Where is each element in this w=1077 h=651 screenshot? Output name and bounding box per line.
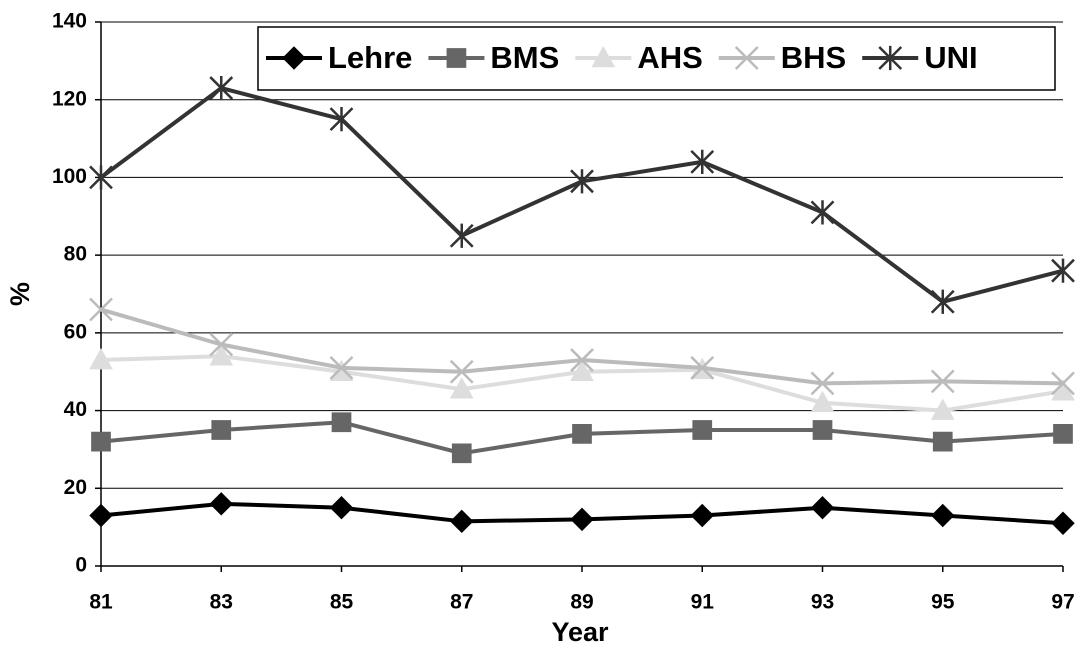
data-point	[89, 503, 113, 528]
data-point	[329, 355, 354, 380]
x-tick-label: 89	[570, 591, 593, 614]
y-tick-label: 40	[64, 398, 87, 421]
data-point	[209, 492, 233, 516]
data-point	[690, 503, 714, 528]
y-tick-label: 140	[52, 10, 87, 33]
legend-label: Lehre	[328, 40, 412, 75]
legend-label: UNI	[924, 40, 977, 75]
legend: Lehre BMS AHS BHS UNI	[257, 26, 1056, 91]
y-tick-label: 100	[52, 165, 87, 188]
data-point	[451, 443, 472, 464]
data-point	[932, 431, 953, 452]
data-point	[89, 348, 113, 370]
data-point	[329, 359, 354, 382]
legend-label: BHS	[781, 40, 846, 75]
data-point	[930, 398, 955, 420]
data-point	[572, 424, 592, 444]
legend-box	[257, 26, 1056, 91]
y-tick-label: 20	[64, 476, 87, 499]
data-point	[1051, 511, 1075, 535]
legend-marker	[878, 45, 903, 71]
data-point	[209, 344, 234, 366]
y-tick-label: 80	[64, 243, 87, 266]
data-point	[1053, 424, 1073, 444]
data-point	[690, 149, 715, 174]
data-point	[570, 169, 594, 194]
data-point	[1051, 258, 1075, 283]
data-point	[450, 509, 474, 534]
x-tick-label: 87	[450, 591, 473, 614]
y-tick-label: 60	[64, 320, 87, 343]
data-point	[930, 289, 955, 314]
data-point	[91, 431, 111, 452]
data-point	[1051, 371, 1075, 396]
data-point	[329, 107, 354, 132]
data-point	[810, 390, 835, 413]
data-point	[89, 297, 113, 322]
data-point	[449, 377, 474, 399]
legend-label: AHS	[637, 40, 702, 75]
x-tick-label: 83	[210, 591, 233, 614]
data-point	[810, 371, 835, 396]
y-tick-label: 120	[52, 87, 87, 110]
x-tick-label: 81	[89, 591, 113, 614]
legend-label: BMS	[490, 40, 559, 75]
data-point	[810, 200, 835, 225]
data-point	[690, 355, 715, 380]
x-tick-label: 95	[931, 591, 955, 614]
legend-marker	[282, 46, 306, 70]
legend-marker	[591, 45, 616, 68]
data-point	[211, 420, 232, 440]
data-point	[89, 165, 113, 190]
data-point	[449, 359, 474, 384]
x-tick-label: 91	[691, 591, 715, 614]
data-point	[692, 420, 713, 440]
data-point	[930, 369, 955, 394]
data-point	[331, 412, 352, 433]
x-tick-label: 97	[1051, 591, 1074, 614]
x-tick-label: 85	[330, 591, 354, 614]
data-point	[570, 348, 594, 372]
y-tick-label: 0	[75, 554, 87, 577]
data-point	[570, 507, 594, 532]
x-tick-label: 93	[811, 591, 834, 614]
data-point	[812, 420, 833, 440]
legend-marker	[446, 48, 467, 68]
y-axis-title: %	[5, 282, 35, 306]
data-point	[810, 496, 835, 520]
legend-marker	[734, 46, 759, 70]
x-axis-title: Year	[551, 617, 609, 647]
data-point	[209, 332, 234, 357]
data-point	[329, 496, 354, 520]
data-point	[449, 223, 474, 248]
data-point	[209, 75, 234, 101]
data-point	[570, 359, 594, 382]
data-point	[931, 503, 955, 528]
series-line	[99, 86, 1064, 304]
